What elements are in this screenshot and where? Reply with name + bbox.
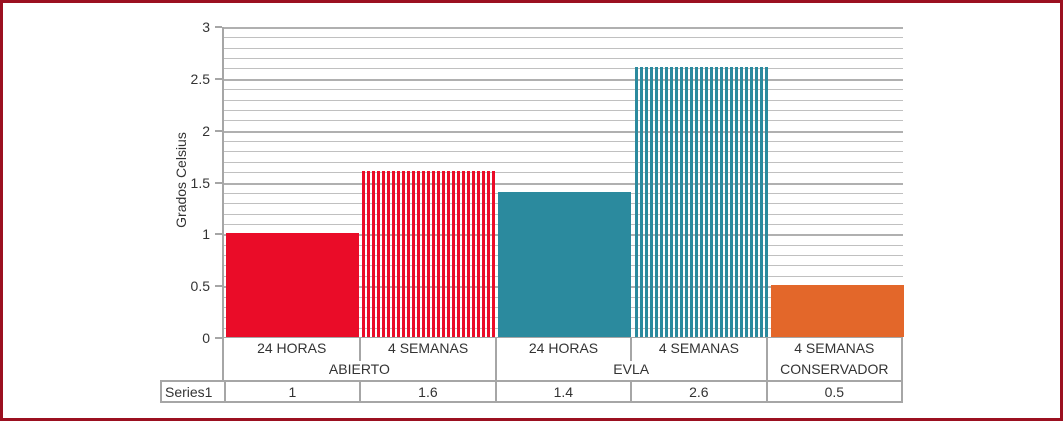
series-value-cell: 1.6 — [359, 382, 494, 401]
minor-gridline — [224, 89, 903, 90]
y-tick-label: 3 — [202, 19, 210, 35]
minor-gridline — [224, 100, 903, 101]
group-axis: ABIERTO EVLA CONSERVADOR — [222, 361, 903, 380]
minor-gridline — [224, 141, 903, 142]
y-tick-mark — [215, 285, 222, 287]
minor-gridline — [224, 162, 903, 163]
y-tick-mark — [215, 26, 222, 28]
y-tick-mark — [215, 182, 222, 184]
y-tick-mark — [215, 337, 222, 339]
group-label-abierto: ABIERTO — [328, 361, 390, 377]
bar-4-semanas-1 — [362, 171, 495, 337]
major-gridline — [224, 131, 903, 133]
bars-layer — [224, 27, 904, 337]
minor-gridline — [224, 48, 903, 49]
category-axis: 24 HORAS 4 SEMANAS 24 HORAS 4 SEMANAS 4 SEMA… — [222, 338, 903, 361]
y-tick-label: 0 — [202, 330, 210, 346]
group-label-conservador: CONSERVADOR — [765, 361, 901, 380]
category-label: 4 SEMANAS — [765, 338, 901, 361]
series-value-cell: 0.5 — [765, 382, 901, 401]
series-name-cell: Series1 — [165, 384, 213, 400]
series-value-cell: 1 — [223, 382, 359, 401]
minor-gridline — [224, 120, 903, 121]
plot-area — [222, 27, 904, 338]
minor-gridline — [224, 151, 903, 152]
y-tick-label: 1.5 — [190, 175, 210, 191]
bar-4-semanas-3 — [635, 67, 768, 337]
y-tick-label: 2 — [202, 123, 210, 139]
major-gridline — [224, 27, 903, 29]
y-tick-mark — [215, 233, 222, 235]
minor-gridline — [224, 110, 903, 111]
minor-gridline — [224, 58, 903, 59]
bar-24-horas-0 — [226, 233, 359, 337]
major-gridline — [224, 183, 903, 185]
category-label: 4 SEMANAS — [359, 338, 494, 361]
category-label: 24 HORAS — [494, 338, 630, 361]
major-gridline — [224, 79, 903, 81]
y-tick-label: 0.5 — [190, 278, 210, 294]
series-value-cell: 1.4 — [494, 382, 630, 401]
data-table: Series1 1 1.6 1.4 2.6 0.5 — [160, 380, 903, 403]
series-value-cell: 2.6 — [630, 382, 765, 401]
group-label-evla: EVLA — [494, 361, 766, 380]
y-tick-mark — [215, 78, 222, 80]
bar-4-semanas-4 — [771, 285, 904, 337]
minor-gridline — [224, 172, 903, 173]
y-tick-label: 1 — [202, 226, 210, 242]
bar-24-horas-2 — [498, 192, 631, 337]
category-label: 24 HORAS — [257, 340, 327, 356]
minor-gridline — [224, 68, 903, 69]
y-tick-label: 2.5 — [190, 71, 210, 87]
y-tick-mark — [215, 130, 222, 132]
category-label: 4 SEMANAS — [630, 338, 765, 361]
minor-gridline — [224, 37, 903, 38]
